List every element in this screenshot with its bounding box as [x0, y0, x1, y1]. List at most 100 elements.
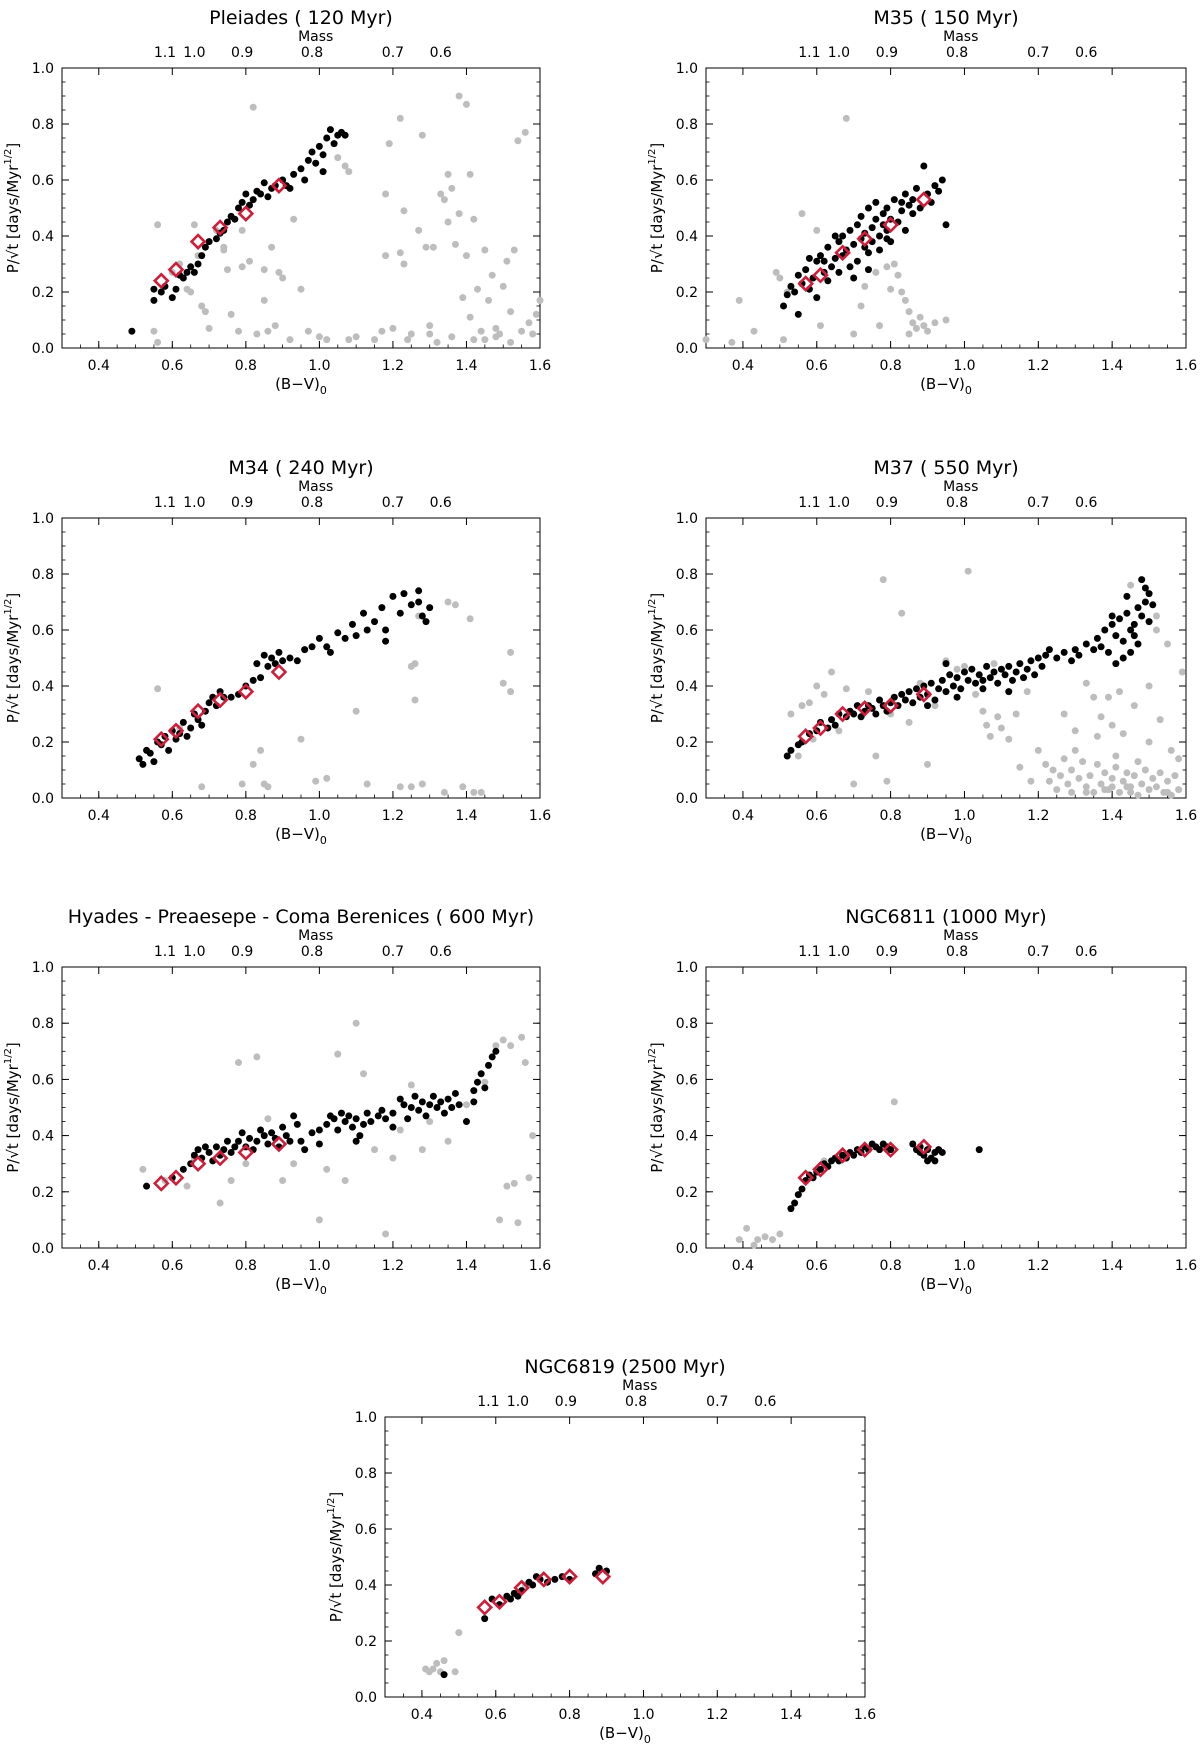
- non-member-point: [238, 226, 246, 234]
- member-point: [905, 201, 913, 209]
- member-point: [360, 609, 368, 617]
- non-member-point: [360, 1070, 368, 1078]
- non-member-point: [507, 338, 515, 346]
- non-member-point: [1167, 746, 1175, 754]
- non-member-point: [916, 313, 924, 321]
- non-member-point: [341, 162, 349, 170]
- non-member-point: [986, 732, 994, 740]
- member-point: [382, 637, 390, 645]
- member-point: [308, 148, 316, 156]
- y-axis-label: P/√t [days/Myr1/2]: [3, 143, 22, 274]
- x-tick-label: 1.4: [780, 1707, 802, 1723]
- non-member-point: [898, 288, 906, 296]
- mass-axis-label: Mass: [622, 1378, 657, 1394]
- non-member-point: [1056, 772, 1064, 780]
- mass-tick-label: 0.8: [301, 944, 323, 960]
- non-member-point: [389, 1154, 397, 1162]
- non-member-point: [1175, 755, 1183, 763]
- member-point: [268, 654, 276, 662]
- non-member-point: [761, 1233, 769, 1241]
- chart-title: M35 ( 150 Myr): [873, 7, 1018, 29]
- y-axis-label-close: ]: [4, 143, 22, 149]
- member-point: [198, 252, 206, 260]
- non-member-point: [1112, 752, 1120, 760]
- y-axis-label-main: P/√t [days/Myr: [648, 614, 666, 723]
- y-tick-label: 0.2: [676, 1185, 698, 1201]
- model-point: [237, 205, 255, 222]
- member-point: [872, 710, 880, 718]
- non-member-point: [905, 330, 913, 338]
- y-tick-label: 0.8: [676, 567, 698, 583]
- non-member-point: [488, 271, 496, 279]
- non-member-point: [972, 690, 980, 698]
- y-axis-label-main: P/√t [days/Myr: [327, 1513, 345, 1622]
- non-member-point: [842, 114, 850, 122]
- x-axis-label: (B−V)0: [275, 825, 327, 847]
- member-point: [805, 254, 813, 262]
- mass-tick-label: 0.8: [946, 45, 968, 61]
- member-point: [975, 1146, 983, 1154]
- y-axis-label-superscript: 1/2: [3, 149, 14, 165]
- member-point: [909, 1140, 917, 1148]
- x-tick-label: 1.6: [529, 1258, 551, 1274]
- non-member-point: [750, 1241, 758, 1249]
- member-point: [172, 285, 180, 293]
- non-member-point: [341, 1177, 349, 1185]
- member-point: [481, 1615, 489, 1623]
- member-point: [905, 688, 913, 696]
- non-member-point: [1130, 702, 1138, 710]
- y-axis-label-main: P/√t [days/Myr: [4, 164, 22, 273]
- non-member-point: [514, 137, 522, 145]
- mass-tick-label: 0.7: [1027, 944, 1049, 960]
- non-member-point: [451, 601, 459, 609]
- member-point: [418, 612, 426, 620]
- non-member-point: [1134, 791, 1142, 799]
- non-member-point: [1064, 780, 1072, 788]
- non-member-point: [1042, 760, 1050, 768]
- non-member-point: [396, 114, 404, 122]
- non-member-point: [536, 296, 544, 304]
- chart-title: M37 ( 550 Myr): [873, 457, 1018, 479]
- member-point: [909, 210, 917, 218]
- member-point: [1097, 643, 1105, 651]
- x-axis-label: (B−V)0: [920, 1275, 972, 1297]
- member-point: [979, 676, 987, 684]
- non-member-point: [507, 1042, 515, 1050]
- member-point: [418, 1098, 426, 1106]
- member-point: [360, 1120, 368, 1128]
- model-point: [211, 219, 229, 236]
- member-point: [1130, 632, 1138, 640]
- member-point: [924, 702, 932, 710]
- x-tick-label: 1.2: [1027, 358, 1049, 374]
- member-point: [389, 1123, 397, 1131]
- non-member-point: [201, 308, 209, 316]
- non-member-point: [234, 1059, 242, 1067]
- member-point: [1108, 612, 1116, 620]
- non-member-point: [979, 707, 987, 715]
- member-point: [190, 268, 198, 276]
- non-member-point: [1164, 788, 1172, 796]
- member-point: [378, 604, 386, 612]
- series-members: [143, 1047, 500, 1190]
- y-tick-label: 0.2: [355, 1634, 377, 1650]
- x-tick-label: 1.6: [1175, 358, 1197, 374]
- member-point: [470, 1087, 478, 1095]
- member-point: [942, 660, 950, 668]
- non-member-point: [532, 310, 540, 318]
- member-point: [448, 1104, 456, 1111]
- member-point: [1060, 648, 1068, 656]
- non-member-point: [518, 1033, 526, 1041]
- x-tick-label: 1.6: [1175, 808, 1197, 824]
- member-point: [275, 648, 283, 656]
- non-member-point: [702, 336, 710, 344]
- member-point: [909, 699, 917, 707]
- member-point: [975, 671, 983, 679]
- member-point: [220, 1146, 228, 1154]
- x-axis-label-subscript: 0: [965, 1284, 972, 1297]
- member-point: [308, 643, 316, 651]
- model-point: [812, 719, 829, 737]
- y-tick-label: 0.4: [355, 1578, 377, 1594]
- mass-tick-label: 1.1: [798, 944, 820, 960]
- non-member-point: [883, 777, 891, 785]
- non-member-point: [1156, 769, 1164, 777]
